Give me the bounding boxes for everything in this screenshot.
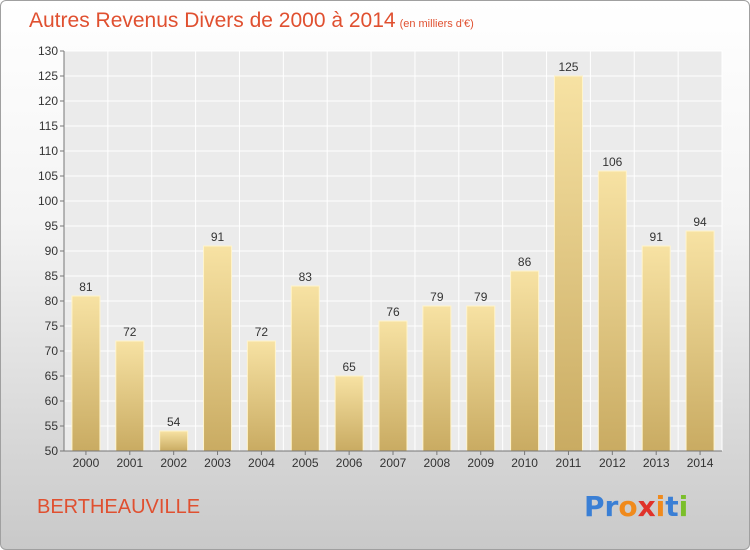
bar: [597, 170, 627, 452]
data-label: 91: [211, 230, 225, 244]
bar: [159, 430, 189, 452]
x-tick-label: 2012: [599, 456, 626, 470]
bar: [641, 245, 671, 452]
data-label: 72: [255, 325, 269, 339]
data-label: 81: [79, 280, 93, 294]
logo-letter: o: [618, 490, 638, 523]
y-tick-label: 125: [38, 69, 58, 83]
x-tick-label: 2003: [204, 456, 231, 470]
data-label: 91: [650, 230, 664, 244]
logo-letter: x: [637, 490, 656, 523]
y-tick-label: 60: [45, 394, 59, 408]
x-tick-label: 2002: [160, 456, 187, 470]
bar: [71, 295, 101, 452]
data-label: 79: [430, 290, 444, 304]
y-tick-label: 50: [45, 444, 59, 458]
y-tick-label: 55: [45, 419, 59, 433]
y-tick-label: 70: [45, 344, 59, 358]
x-tick-label: 2001: [116, 456, 143, 470]
y-tick-label: 110: [39, 144, 58, 158]
x-tick-label: 2013: [643, 456, 670, 470]
y-tick-label: 65: [45, 369, 59, 383]
logo-letter: r: [604, 490, 619, 523]
data-label: 125: [558, 60, 578, 74]
data-label: 106: [602, 155, 622, 169]
bar: [685, 230, 715, 452]
data-label: 54: [167, 415, 181, 429]
y-tick-label: 115: [39, 119, 58, 133]
chart-subtitle: (en milliers d'€): [399, 18, 474, 30]
data-label: 79: [474, 290, 488, 304]
y-tick-label: 95: [45, 219, 59, 233]
bar: [334, 375, 364, 452]
bar: [378, 320, 408, 452]
y-tick-label: 105: [38, 169, 58, 183]
x-tick-label: 2008: [424, 456, 451, 470]
x-tick-label: 2005: [292, 456, 319, 470]
x-tick-label: 2000: [73, 456, 100, 470]
proxiti-logo: Proxiti: [584, 490, 688, 523]
logo-letter: P: [584, 490, 605, 523]
y-tick-label: 100: [38, 194, 58, 208]
bar: [115, 340, 145, 452]
y-tick-label: 80: [45, 294, 59, 308]
data-label: 86: [518, 255, 532, 269]
y-tick-label: 130: [38, 44, 58, 58]
x-tick-label: 2009: [467, 456, 494, 470]
x-tick-label: 2006: [336, 456, 363, 470]
x-tick-label: 2011: [556, 456, 582, 470]
data-label: 83: [299, 270, 313, 284]
bar: [510, 270, 540, 452]
x-tick-label: 2004: [248, 456, 275, 470]
x-tick-label: 2014: [687, 456, 714, 470]
data-label: 65: [342, 360, 356, 374]
y-tick-label: 90: [45, 244, 59, 258]
y-tick-label: 85: [45, 269, 59, 283]
y-tick-label: 120: [38, 94, 58, 108]
data-label: 72: [123, 325, 137, 339]
bar: [422, 305, 452, 452]
bar: [290, 285, 320, 452]
x-tick-label: 2010: [511, 456, 538, 470]
logo-letter: i: [655, 490, 666, 523]
logo-letter: t: [665, 490, 679, 523]
data-label: 94: [693, 215, 707, 229]
town-name: BERTHEAUVILLE: [37, 496, 201, 518]
chart-title-text: Autres Revenus Divers de 2000 à 2014: [29, 9, 396, 32]
x-tick-label: 2007: [380, 456, 407, 470]
y-tick-label: 75: [45, 319, 59, 333]
bar: [553, 75, 583, 452]
chart-title: Autres Revenus Divers de 2000 à 2014 (en …: [29, 9, 474, 33]
bar: [466, 305, 496, 452]
bar: [246, 340, 276, 452]
logo-letter: i: [678, 490, 689, 523]
bar: [203, 245, 233, 452]
data-label: 76: [386, 305, 400, 319]
